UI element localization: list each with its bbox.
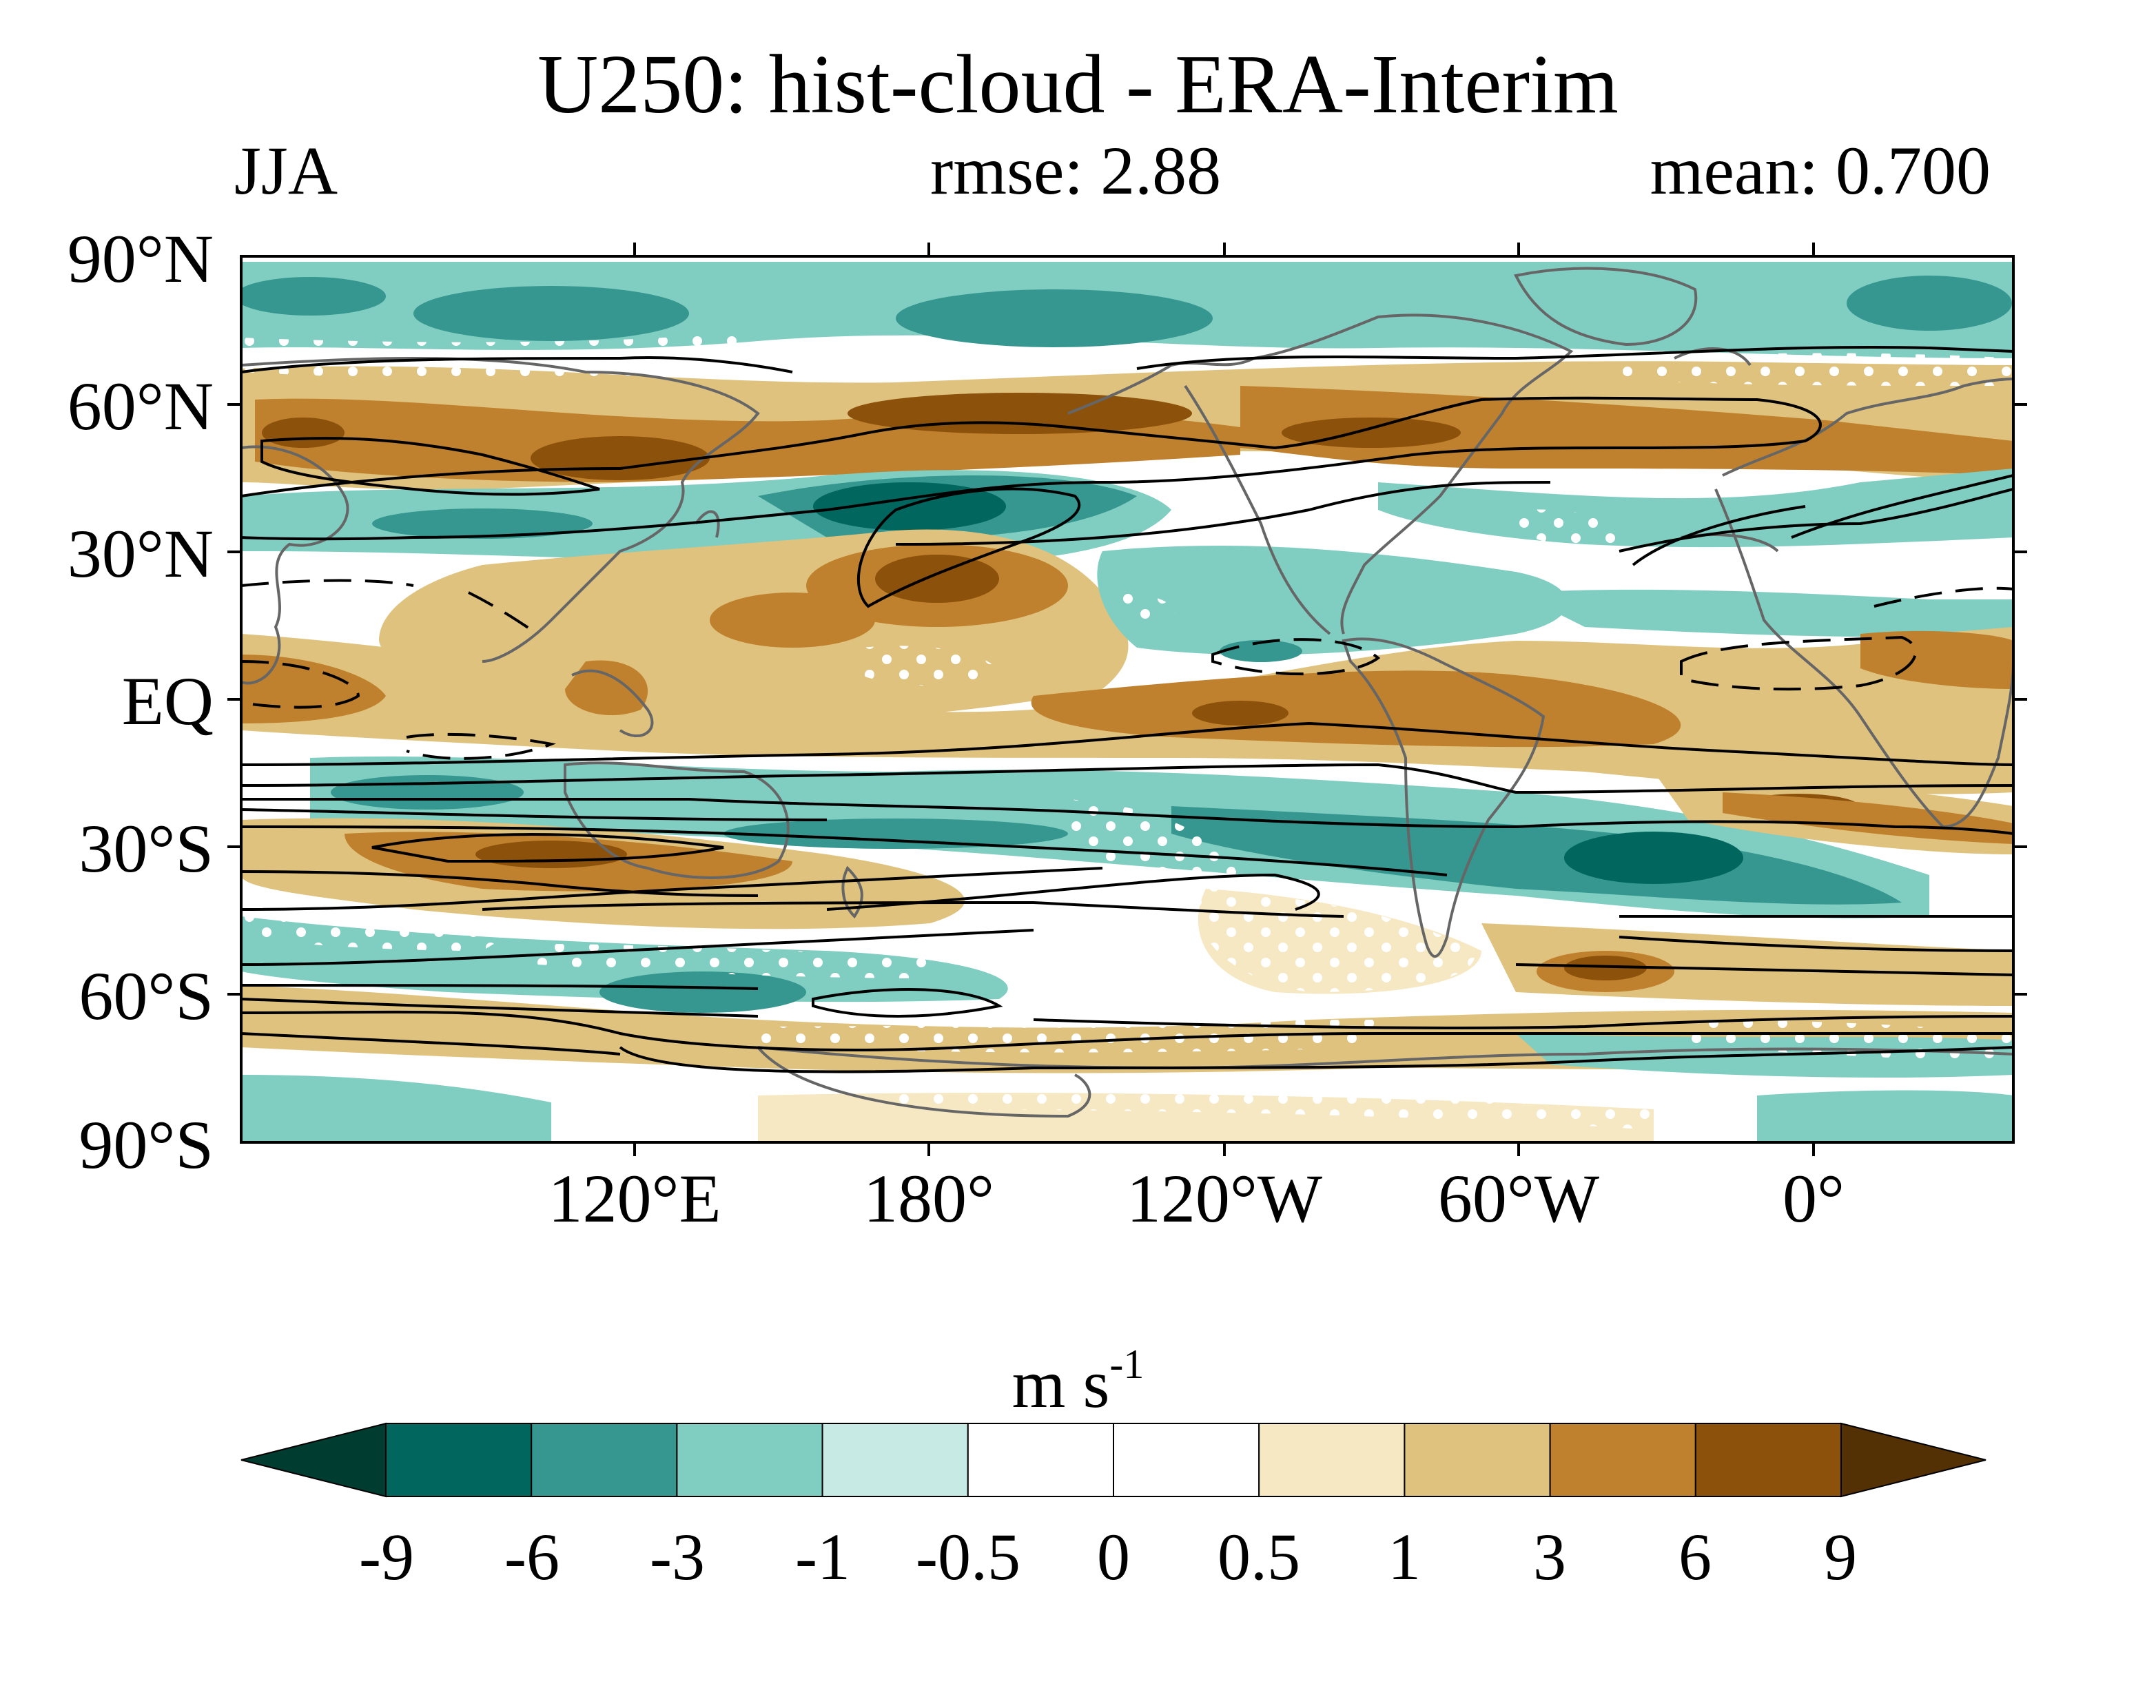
lat-label-60s: 60°S <box>79 958 214 1034</box>
lon-label-120w: 120°W <box>1126 1160 1323 1237</box>
units-text: m s <box>1012 1346 1110 1422</box>
colorbar-tick-label: 0.5 <box>1218 1520 1300 1594</box>
significance-stippling <box>1068 799 1240 893</box>
lon-label-0: 0° <box>1783 1160 1845 1237</box>
lat-label-60n: 60°N <box>67 368 214 444</box>
colorbar-box <box>1258 1423 1406 1497</box>
anomaly-field <box>241 277 386 316</box>
anomaly-field <box>1097 545 1568 655</box>
colorbar-box <box>1113 1423 1260 1497</box>
lon-label-180: 180° <box>863 1160 994 1237</box>
tick-marks <box>227 243 2027 1156</box>
anomaly-field <box>1171 806 1902 905</box>
anomaly-field <box>241 1075 551 1142</box>
colorbar-arrow-max <box>1840 1422 1986 1498</box>
negative-contours <box>241 579 2013 760</box>
colorbar-box <box>385 1423 533 1497</box>
significance-stippling <box>1516 509 1640 553</box>
lat-label-30s: 30°S <box>79 810 214 887</box>
significance-stippling <box>1116 593 1175 623</box>
colorbar-arrow-min <box>240 1422 387 1498</box>
climatology-contours <box>241 346 2013 1073</box>
colorbar-box <box>531 1423 678 1497</box>
colorbar-box <box>676 1423 823 1497</box>
colorbar-tick-label: 1 <box>1388 1520 1421 1594</box>
colorbar-box <box>1404 1423 1551 1497</box>
anomaly-field <box>1757 1090 2013 1142</box>
significance-stippling <box>758 1020 1378 1053</box>
anomaly-field <box>1860 630 2013 689</box>
anomaly-field <box>413 286 689 341</box>
significance-stippling <box>1619 353 2013 386</box>
plot-title: U250: hist-cloud - ERA-Interim <box>537 38 1619 131</box>
mean-label: mean: 0.700 <box>1650 132 1991 209</box>
colorbar-tick-label: -3 <box>650 1520 705 1594</box>
anomaly-field <box>875 555 999 603</box>
colorbar-tick-label: -0.5 <box>916 1520 1020 1594</box>
significance-stippling <box>896 1089 1654 1130</box>
significance-stippling <box>241 331 758 380</box>
anomaly-field <box>599 971 806 1013</box>
colorbar-tick-label: 6 <box>1678 1520 1712 1594</box>
lat-label-90s: 90°S <box>79 1107 214 1183</box>
lat-label-90n: 90°N <box>67 220 214 297</box>
anomaly-field <box>723 819 1068 849</box>
anomaly-field <box>1192 701 1289 726</box>
anomaly-field <box>710 593 875 648</box>
significance-stippling <box>861 646 999 686</box>
lat-label-eq: EQ <box>121 663 214 739</box>
rmse-label: rmse: 2.88 <box>930 132 1222 209</box>
anomaly-field <box>896 289 1213 347</box>
units-exponent: -1 <box>1109 1341 1144 1387</box>
anomaly-field <box>372 508 593 539</box>
colorbar-tick-label: 0 <box>1097 1520 1130 1594</box>
lon-label-60w: 60°W <box>1437 1160 1600 1237</box>
anomaly-field <box>1723 792 2013 844</box>
anomaly-field <box>1847 276 2012 331</box>
colorbar-tick-label: -9 <box>359 1520 414 1594</box>
season-label: JJA <box>234 132 338 209</box>
colorbar-box <box>1694 1423 1842 1497</box>
anomaly-field <box>1031 670 1681 748</box>
colorbar-tick-label: 9 <box>1824 1520 1857 1594</box>
colorbar-tick-label: -6 <box>504 1520 559 1594</box>
colorbar-box <box>967 1423 1115 1497</box>
colorbar-box <box>821 1423 969 1497</box>
anomaly-field <box>1220 640 1302 662</box>
anomaly-field <box>1564 832 1743 884</box>
colorbar-units: m s-1 <box>0 1344 2156 1419</box>
significance-stippling <box>241 909 517 951</box>
lat-label-30n: 30°N <box>67 515 214 592</box>
lon-label-120e: 120°E <box>548 1160 721 1237</box>
colorbar-tick-label: 3 <box>1533 1520 1566 1594</box>
colorbar-tick-label: -1 <box>795 1520 850 1594</box>
anomaly-field <box>565 660 648 716</box>
significance-stippling <box>537 1075 689 1125</box>
significance-stippling <box>537 944 930 978</box>
colorbar-boxes <box>240 1422 1986 1498</box>
anomaly-field <box>1564 956 1647 980</box>
colorbar-box <box>1549 1423 1696 1497</box>
